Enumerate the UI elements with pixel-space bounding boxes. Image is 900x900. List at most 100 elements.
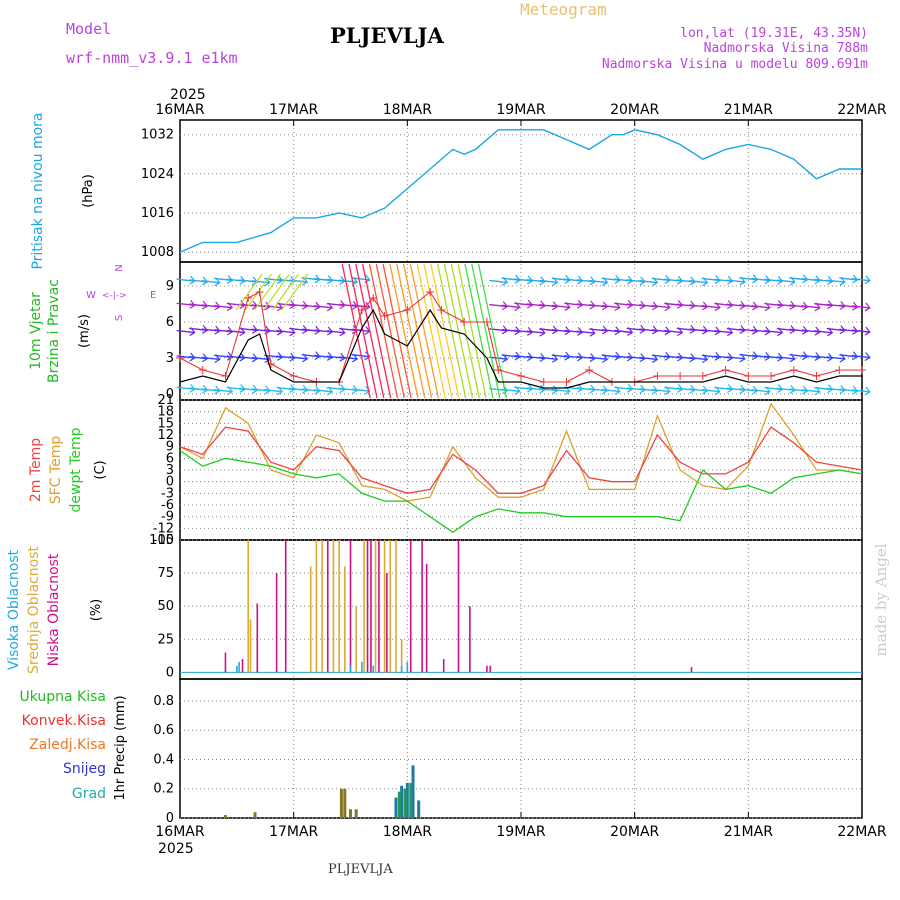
cloud-tick-label: 0 (166, 665, 174, 680)
precip-bar-strat (253, 812, 257, 818)
wind-direction-arrow (639, 279, 658, 284)
precip-tick-label: 0.8 (153, 694, 174, 709)
pressure-tick-label: 1032 (141, 128, 174, 143)
wind-speed-line (179, 308, 862, 389)
precip-bar-snow (405, 782, 409, 818)
model-elevation-label: Nadmorska Visina u modelu 809.691m (601, 57, 868, 72)
wind-direction-arrow (589, 356, 608, 361)
wind-direction-arrow (443, 263, 474, 399)
x-tick-label-bottom: 21MAR (724, 824, 773, 840)
precip-legend-entry: Grad (72, 786, 106, 802)
wind-direction-arrow (639, 356, 658, 361)
wind-direction-arrow (826, 279, 845, 283)
wind-direction-arrow (355, 263, 385, 399)
precip-tick-label: 0.6 (153, 723, 174, 738)
x-tick-label-top: 22MAR (837, 102, 886, 118)
precip-bar-snow (417, 800, 421, 818)
wind-arrow-head (364, 385, 371, 395)
precip-legend-entry: Ukupna Kisa (19, 689, 106, 705)
wind-direction-arrow (551, 388, 570, 393)
wind-direction-arrow (589, 279, 608, 284)
temp-axis-title-3: dewpt Temp (68, 427, 84, 512)
wind-direction-arrow (351, 277, 370, 281)
wind-arrow-head (864, 326, 871, 336)
station-title: PLJEVLJA (330, 23, 444, 48)
wind-direction-arrow (477, 263, 508, 399)
wind-direction-arrow (214, 388, 233, 393)
precip-legend-entry: Snijeg (63, 761, 106, 777)
wind-direction-arrow (339, 279, 358, 283)
wind-direction-arrow (272, 273, 300, 311)
x-tick-label-bottom: 16MAR (155, 824, 204, 840)
precip-tick-label: 0.2 (153, 782, 174, 797)
wind-direction-arrow (526, 330, 545, 334)
x-tick-label-top: 17MAR (269, 102, 318, 118)
wind-arrow-head (864, 302, 871, 312)
x-tick-label-bottom: 18MAR (383, 824, 432, 840)
meteogram-label: Meteogram (520, 0, 607, 19)
wind-direction-arrow (539, 356, 558, 360)
wind-arrow-head (864, 386, 871, 396)
precip-bar-total (397, 791, 401, 818)
wind-direction-arrow (701, 388, 720, 393)
wind-direction-arrow (689, 280, 708, 284)
wind-direction-arrow (201, 356, 220, 361)
footer-station: PLJEVLJA (328, 862, 393, 877)
model-label: Model (66, 20, 112, 38)
x-tick-label-top: 19MAR (496, 102, 545, 118)
compass-s-label: S (114, 315, 125, 321)
cloud-axis-title-2: Srednja Oblacnost (26, 546, 42, 674)
wind-direction-arrow (281, 273, 309, 311)
compass-n-label: N (114, 264, 125, 271)
wind-direction-arrow (201, 279, 220, 284)
x-tick-label-top: 20MAR (610, 102, 659, 118)
pressure-tick-label: 1024 (141, 167, 174, 182)
x-tick-label-bottom: 17MAR (269, 824, 318, 840)
wind-direction-arrow (251, 280, 270, 284)
wind-axis-title-2: Brzina i Pravac (46, 279, 62, 383)
precip-bar-snow (400, 785, 404, 818)
wind-direction-arrow (416, 263, 446, 399)
year-label-bottom: 2025 (158, 841, 194, 857)
wind-direction-arrow (614, 329, 633, 334)
precip-bar-snow (394, 797, 398, 818)
x-tick-label-top: 21MAR (724, 102, 773, 118)
wind-direction-arrow (226, 329, 245, 334)
wind-direction-arrow (251, 356, 270, 361)
precip-bar-snow (411, 765, 415, 818)
wind-direction-arrow (489, 279, 508, 284)
wind-tick-label: 3 (166, 351, 174, 366)
elevation-label: Nadmorska Visina 788m (703, 41, 868, 56)
temp-tick-label: 15 (157, 416, 174, 431)
x-tick-label-bottom: 20MAR (610, 824, 659, 840)
temp-tick-label: 3 (166, 463, 174, 478)
compass-w-label: W (86, 290, 96, 301)
wind-tick-label: 9 (166, 279, 174, 294)
wind-direction-arrow (651, 304, 670, 309)
wind-direction-arrow (176, 329, 195, 334)
wind-direction-arrow (776, 279, 795, 283)
cloud-axis-title-3: Niska Oblacnost (46, 553, 62, 666)
wind-direction-arrow (430, 263, 460, 399)
wind-unit-label: (m/s) (77, 314, 92, 348)
wind-direction-arrow (409, 263, 440, 399)
wind-direction-arrow (289, 356, 308, 360)
wind-direction-arrow (276, 330, 295, 334)
precip-bar-strat (343, 788, 347, 818)
pressure-axis-title: Pritisak na nivou mora (30, 112, 46, 269)
cloud-tick-label: 75 (157, 566, 174, 581)
wind-tick-label: 6 (166, 315, 174, 330)
pressure-tick-label: 1016 (141, 206, 174, 221)
precip-bar-strat (349, 809, 352, 818)
precip-bar-total (403, 788, 407, 818)
precip-bar-strat (354, 809, 358, 818)
temp-tick-label: 12 (157, 428, 174, 443)
wind-direction-arrow (601, 388, 620, 393)
wind-direction-arrow (382, 263, 412, 399)
wind-direction-arrow (264, 305, 283, 309)
wind-direction-arrow (423, 263, 453, 399)
temp-tick-label: 18 (157, 405, 174, 420)
x-tick-label-bottom: 19MAR (496, 824, 545, 840)
wind-direction-arrow (776, 356, 795, 360)
temp-axis-title-2: SFC Temp (48, 436, 64, 505)
